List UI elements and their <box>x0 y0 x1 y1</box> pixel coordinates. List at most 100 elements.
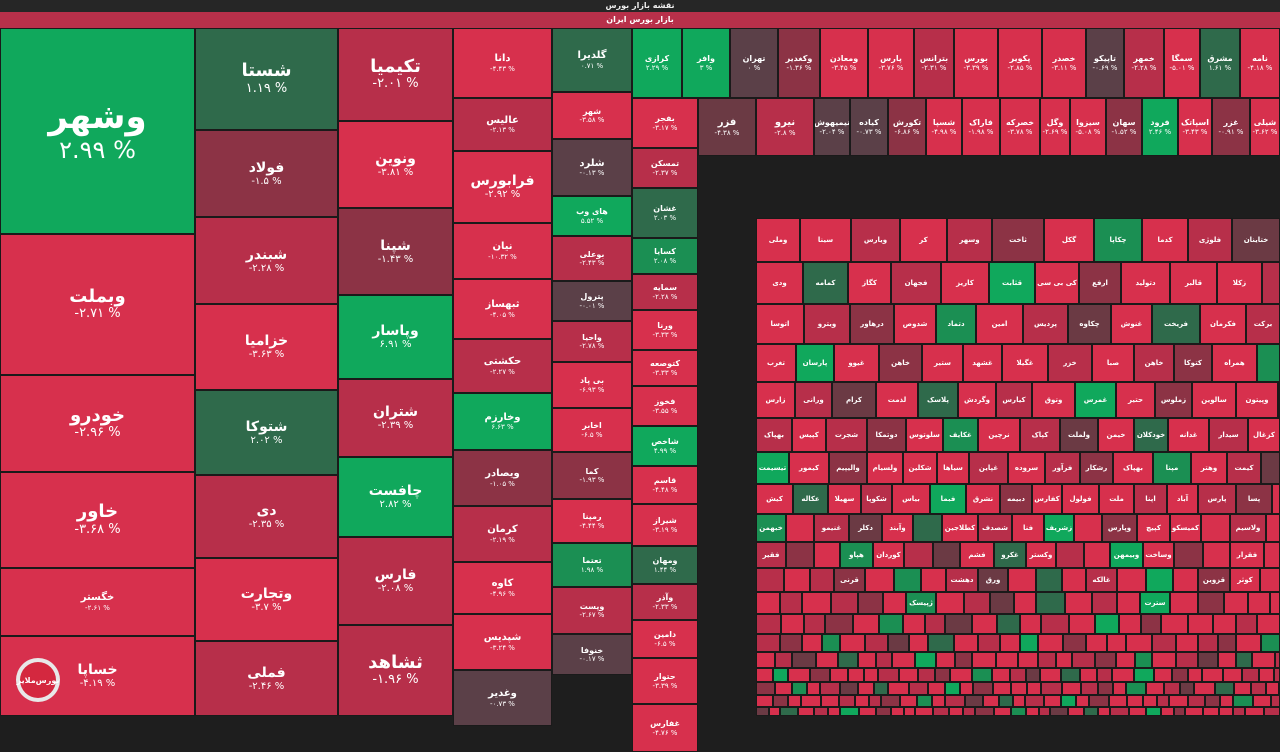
small-stock-tile[interactable] <box>756 682 775 695</box>
stock-tile[interactable]: ومعادن -۳.۴۵ % <box>820 28 868 98</box>
small-stock-tile[interactable] <box>1080 668 1097 682</box>
stock-tile[interactable]: کاوه -۴.۹۶ % <box>453 562 552 614</box>
stock-tile[interactable]: شتوکا ۲.۰۲ % <box>195 390 338 475</box>
small-stock-tile[interactable] <box>874 682 888 695</box>
small-stock-tile[interactable] <box>1027 682 1041 695</box>
small-stock-tile[interactable]: سیدار <box>1209 418 1248 452</box>
small-stock-tile[interactable]: خزر <box>1048 344 1092 382</box>
small-stock-tile[interactable] <box>858 592 883 614</box>
small-stock-tile[interactable]: وپیتون <box>1236 382 1278 418</box>
small-stock-tile[interactable] <box>1038 634 1063 652</box>
small-stock-tile[interactable] <box>918 668 935 682</box>
stock-tile[interactable]: نیمیهوش -۲.۰۴ % <box>814 98 850 156</box>
small-stock-tile[interactable]: سروده <box>1008 452 1045 484</box>
small-stock-tile[interactable] <box>865 568 894 592</box>
small-stock-tile[interactable]: وملی <box>756 218 800 262</box>
small-stock-tile[interactable] <box>1275 652 1280 668</box>
small-stock-tile[interactable]: غمرس <box>1075 382 1116 418</box>
small-stock-tile[interactable]: وسهر <box>947 218 992 262</box>
stock-tile[interactable]: قاسم -۴.۴۸ % <box>632 466 698 504</box>
small-stock-tile[interactable]: ارفع <box>1079 262 1121 304</box>
small-stock-tile[interactable] <box>891 707 904 716</box>
small-stock-tile[interactable]: سهیلا <box>828 484 861 514</box>
small-stock-tile[interactable]: زارس <box>756 382 795 418</box>
small-stock-tile[interactable]: وگردش <box>958 382 996 418</box>
small-stock-tile[interactable]: سینا <box>800 218 851 262</box>
stock-tile[interactable]: ومهان ۱.۴۴ % <box>632 546 698 584</box>
small-stock-tile[interactable] <box>1011 682 1027 695</box>
stock-tile[interactable]: ویصادر -۱.۰۵ % <box>453 450 552 506</box>
small-stock-tile[interactable]: خودکلان <box>1134 418 1168 452</box>
small-stock-tile[interactable]: کمامه <box>803 262 848 304</box>
stock-tile[interactable]: فزر -۴.۳۸ % <box>698 98 756 156</box>
small-stock-tile[interactable]: خبهمن <box>756 514 786 542</box>
small-stock-tile[interactable] <box>855 695 869 707</box>
small-stock-tile[interactable]: کیش <box>756 484 793 514</box>
small-stock-tile[interactable]: پردیس <box>1023 304 1068 344</box>
small-stock-tile[interactable] <box>839 695 855 707</box>
small-stock-tile[interactable]: کر <box>900 218 947 262</box>
small-stock-tile[interactable] <box>788 695 801 707</box>
small-stock-tile[interactable]: وبیمهن <box>1110 542 1143 568</box>
small-stock-tile[interactable] <box>1056 542 1084 568</box>
small-stock-tile[interactable] <box>909 682 928 695</box>
small-stock-tile[interactable]: شدوص <box>894 304 936 344</box>
small-stock-tile[interactable] <box>1044 695 1061 707</box>
small-stock-tile[interactable]: بیاس <box>892 484 930 514</box>
small-stock-tile[interactable] <box>1026 668 1040 682</box>
small-stock-tile[interactable] <box>1050 707 1068 716</box>
small-stock-tile[interactable] <box>1174 707 1185 716</box>
small-stock-tile[interactable] <box>786 514 814 542</box>
small-stock-tile[interactable] <box>1110 707 1129 716</box>
small-stock-tile[interactable] <box>1236 614 1257 634</box>
small-stock-tile[interactable] <box>1062 568 1086 592</box>
stock-tile[interactable]: خنوفا -۰.۱۷ % <box>552 634 632 675</box>
small-stock-tile[interactable] <box>840 682 858 695</box>
small-stock-tile[interactable]: غنوش <box>1111 304 1152 344</box>
small-stock-tile[interactable] <box>1266 514 1280 542</box>
small-stock-tile[interactable]: سیاها <box>937 452 969 484</box>
small-stock-tile[interactable]: کرام <box>832 382 876 418</box>
stock-tile[interactable]: تهران ۰ % <box>730 28 778 98</box>
small-stock-tile[interactable] <box>904 542 933 568</box>
small-stock-tile[interactable]: بهپاک <box>756 418 792 452</box>
small-stock-tile[interactable] <box>858 682 874 695</box>
small-stock-tile[interactable] <box>928 634 954 652</box>
small-stock-tile[interactable] <box>1194 682 1215 695</box>
stock-tile[interactable]: رمپنا -۴.۴۴ % <box>552 499 632 543</box>
small-stock-tile[interactable]: اپنا <box>1134 484 1167 514</box>
small-stock-tile[interactable]: ثاخت <box>992 218 1044 262</box>
small-stock-tile[interactable] <box>1095 652 1116 668</box>
small-stock-tile[interactable] <box>1092 592 1117 614</box>
small-stock-tile[interactable] <box>773 668 788 682</box>
small-stock-tile[interactable] <box>1146 682 1164 695</box>
small-stock-tile[interactable] <box>921 568 946 592</box>
small-stock-tile[interactable]: پارسان <box>796 344 834 382</box>
small-stock-tile[interactable] <box>933 542 960 568</box>
small-stock-tile[interactable] <box>792 682 807 695</box>
small-stock-tile[interactable] <box>1113 682 1126 695</box>
small-stock-tile[interactable] <box>1039 707 1050 716</box>
small-stock-tile[interactable] <box>917 695 932 707</box>
small-stock-tile[interactable]: ولاسیم <box>1230 514 1266 542</box>
stock-tile[interactable]: بوعلی -۲.۴۳ % <box>552 236 632 281</box>
small-stock-tile[interactable] <box>1201 514 1230 542</box>
small-stock-tile[interactable] <box>1146 568 1173 592</box>
small-stock-tile[interactable] <box>955 652 972 668</box>
small-stock-tile[interactable] <box>858 652 876 668</box>
small-stock-tile[interactable] <box>1233 707 1245 716</box>
stock-tile[interactable]: خودرو -۲.۹۶ % <box>0 375 195 472</box>
small-stock-tile[interactable] <box>775 682 792 695</box>
small-stock-tile[interactable] <box>1086 634 1107 652</box>
small-stock-tile[interactable] <box>933 707 949 716</box>
small-stock-tile[interactable]: دبیمه <box>1000 484 1032 514</box>
small-stock-tile[interactable] <box>903 614 925 634</box>
small-stock-tile[interactable] <box>1038 652 1056 668</box>
stock-tile[interactable]: کسایا ۲.۰۸ % <box>632 238 698 274</box>
small-stock-tile[interactable] <box>925 614 945 634</box>
small-stock-tile[interactable]: چکاپا <box>1094 218 1142 262</box>
stock-tile[interactable]: وغدیر -۰.۷۳ % <box>453 670 552 726</box>
small-stock-tile[interactable]: قثابت <box>989 262 1035 304</box>
small-stock-tile[interactable] <box>1176 652 1198 668</box>
small-stock-tile[interactable] <box>1084 707 1098 716</box>
